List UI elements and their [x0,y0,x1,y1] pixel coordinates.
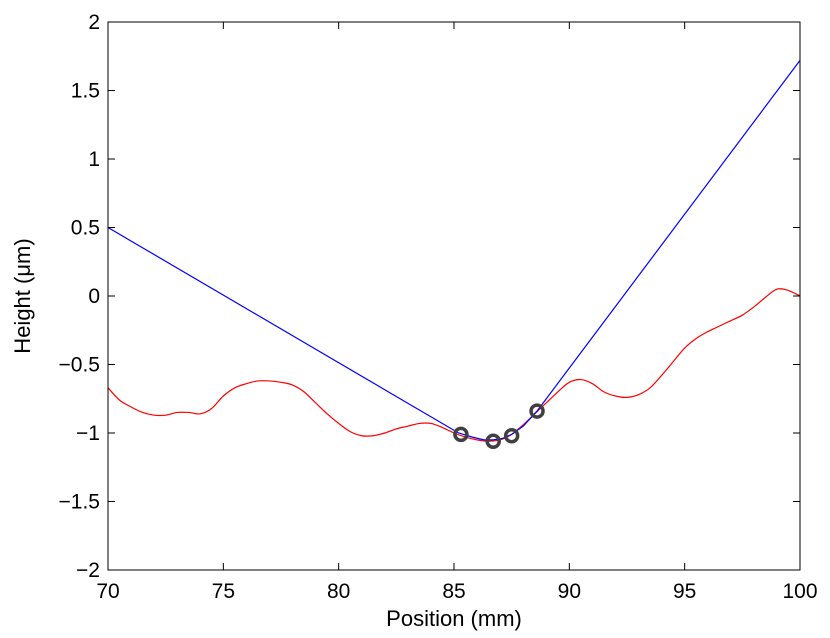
y-tick-label: −1 [76,422,100,445]
y-tick-label: 1.5 [71,80,100,103]
y-tick-label: 1 [88,148,100,171]
y-tick-label: 0 [88,285,100,308]
y-tick-label: 2 [88,11,100,34]
fit-point-marker [453,426,469,443]
fit-point-marker [529,403,545,419]
y-tick-label: −0.5 [59,354,100,377]
x-tick-label: 75 [212,580,235,603]
x-tick-label: 80 [327,580,350,603]
fit-point-marker [503,427,520,444]
series-layer [107,60,801,449]
fit-point-marker [485,433,501,449]
x-tick-label: 70 [96,580,119,603]
y-tick-label: 0.5 [71,217,100,240]
x-tick-label: 95 [673,580,696,603]
y-tick-label: −2 [76,559,100,582]
y-tick-label: −1.5 [59,491,100,514]
x-tick-label: 90 [558,580,581,603]
x-axis-label: Position (mm) [386,606,522,631]
y-axis-label: Height (μm) [10,238,35,353]
tick-labels-layer: 70 75 80 85 90 95 100 −2 −1.5 −1 −0.5 0 0.5 1 1.5 2 [59,11,818,603]
x-tick-label: 100 [782,580,817,603]
ticks-layer [107,21,801,571]
x-tick-label: 85 [442,580,465,603]
